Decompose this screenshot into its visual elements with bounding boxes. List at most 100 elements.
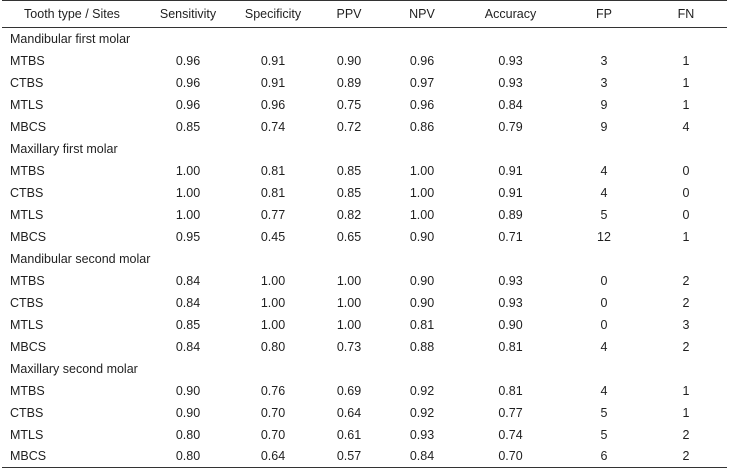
- table-row: MBCS 0.84 0.80 0.73 0.88 0.81 4 2: [2, 336, 727, 358]
- cell-fn: 1: [682, 53, 690, 68]
- cell-fp: 5: [600, 405, 608, 420]
- cell-fp: 4: [600, 383, 608, 398]
- cell-sensitivity: 0.80: [142, 445, 234, 468]
- cell-fn: 0: [682, 185, 690, 200]
- cell-accuracy: 0.91: [498, 163, 523, 178]
- cell-sensitivity: 0.90: [175, 383, 201, 398]
- cell-accuracy: 0.90: [498, 317, 523, 332]
- cell-accuracy: 0.89: [498, 207, 523, 222]
- cell-npv: 0.96: [409, 53, 435, 68]
- cell-fp: 0: [600, 317, 608, 332]
- table-row: MTLS 1.00 0.77 0.82 1.00 0.89 5 0: [2, 204, 727, 226]
- cell-sensitivity: 0.84: [175, 273, 201, 288]
- cell-sensitivity: 0.84: [175, 295, 201, 310]
- header-fn: FN: [645, 0, 727, 28]
- cell-ppv: 0.75: [336, 97, 362, 112]
- header-accuracy: Accuracy: [458, 0, 563, 28]
- cell-fp: 3: [600, 75, 608, 90]
- cell-npv: 0.92: [409, 405, 435, 420]
- header-row: Tooth type / Sites Sensitivity Specifici…: [2, 0, 727, 28]
- cell-ppv: 0.85: [336, 185, 362, 200]
- cell-ppv: 0.82: [336, 207, 362, 222]
- cell-sensitivity: 0.96: [175, 75, 201, 90]
- cell-fp: 3: [600, 53, 608, 68]
- cell-ppv: 0.73: [336, 339, 362, 354]
- cell-fn: 2: [682, 427, 690, 442]
- cell-site: MTBS: [10, 383, 45, 398]
- cell-ppv: 0.72: [336, 119, 362, 134]
- cell-fp: 9: [600, 97, 608, 112]
- cell-ppv: 1.00: [336, 295, 362, 310]
- cell-fn: 1: [682, 75, 690, 90]
- cell-specificity: 0.91: [260, 53, 286, 68]
- cell-accuracy: 0.93: [498, 75, 523, 90]
- cell-site: MTLS: [10, 97, 44, 112]
- header-fp: FP: [563, 0, 645, 28]
- cell-accuracy: 0.71: [498, 229, 523, 244]
- header-tooth-type-sites: Tooth type / Sites: [2, 0, 142, 28]
- cell-sensitivity: 1.00: [175, 207, 201, 222]
- cell-fn: 2: [645, 445, 727, 468]
- table-row: MTLS 0.85 1.00 1.00 0.81 0.90 0 3: [2, 314, 727, 336]
- cell-fn: 4: [682, 119, 690, 134]
- table-row: MBCS 0.85 0.74 0.72 0.86 0.79 9 4: [2, 116, 727, 138]
- cell-accuracy: 0.77: [498, 405, 523, 420]
- cell-site: CTBS: [10, 75, 44, 90]
- cell-ppv: 0.85: [336, 163, 362, 178]
- cell-accuracy: 0.79: [498, 119, 523, 134]
- cell-site: MTLS: [10, 317, 44, 332]
- cell-specificity: 1.00: [260, 295, 286, 310]
- cell-fp: 0: [600, 295, 608, 310]
- group-row: Maxillary second molar: [2, 358, 727, 380]
- cell-ppv: 0.61: [336, 427, 362, 442]
- group-label: Maxillary second molar: [10, 361, 138, 376]
- cell-specificity: 0.76: [260, 383, 286, 398]
- cell-sensitivity: 0.96: [175, 53, 201, 68]
- cell-fn: 1: [682, 383, 690, 398]
- cell-specificity: 0.45: [260, 229, 286, 244]
- cell-ppv: 0.57: [312, 445, 386, 468]
- cell-site: MTBS: [10, 53, 45, 68]
- cell-ppv: 1.00: [336, 273, 362, 288]
- cell-site: CTBS: [10, 185, 44, 200]
- table-row: MBCS 0.95 0.45 0.65 0.90 0.71 12 1: [2, 226, 727, 248]
- cell-npv: 0.86: [409, 119, 435, 134]
- cell-fn: 1: [682, 405, 690, 420]
- table-row: MTLS 0.80 0.70 0.61 0.93 0.74 5 2: [2, 424, 727, 446]
- table-row: CTBS 0.96 0.91 0.89 0.97 0.93 3 1: [2, 72, 727, 94]
- group-label: Maxillary first molar: [10, 141, 118, 156]
- cell-site: MTBS: [10, 273, 45, 288]
- cell-site: CTBS: [10, 295, 44, 310]
- cell-accuracy: 0.93: [498, 295, 523, 310]
- cell-npv: 1.00: [409, 207, 435, 222]
- cell-npv: 0.84: [386, 445, 458, 468]
- group-row: Mandibular first molar: [2, 28, 727, 50]
- cell-sensitivity: 0.95: [175, 229, 201, 244]
- cell-npv: 0.92: [409, 383, 435, 398]
- cell-npv: 0.93: [409, 427, 435, 442]
- group-label: Mandibular second molar: [10, 251, 151, 266]
- cell-accuracy: 0.81: [498, 383, 523, 398]
- cell-fp: 5: [600, 427, 608, 442]
- cell-fp: 4: [600, 339, 608, 354]
- cell-site: MBCS: [10, 119, 47, 134]
- cell-specificity: 0.77: [260, 207, 286, 222]
- cell-fp: 6: [563, 445, 645, 468]
- cell-site: MBCS: [10, 339, 47, 354]
- cell-ppv: 0.89: [336, 75, 362, 90]
- header-npv: NPV: [386, 0, 458, 28]
- cell-specificity: 1.00: [260, 273, 286, 288]
- table-row: MTBS 0.84 1.00 1.00 0.90 0.93 0 2: [2, 270, 727, 292]
- cell-fn: 2: [682, 339, 690, 354]
- cell-npv: 1.00: [409, 185, 435, 200]
- cell-sensitivity: 0.84: [175, 339, 201, 354]
- cell-fp: 0: [600, 273, 608, 288]
- cell-accuracy: 0.93: [498, 273, 523, 288]
- cell-fn: 3: [682, 317, 690, 332]
- cell-fp: 9: [600, 119, 608, 134]
- cell-accuracy: 0.70: [458, 445, 563, 468]
- cell-site: CTBS: [10, 405, 44, 420]
- cell-npv: 0.97: [409, 75, 435, 90]
- cell-sensitivity: 0.85: [175, 317, 201, 332]
